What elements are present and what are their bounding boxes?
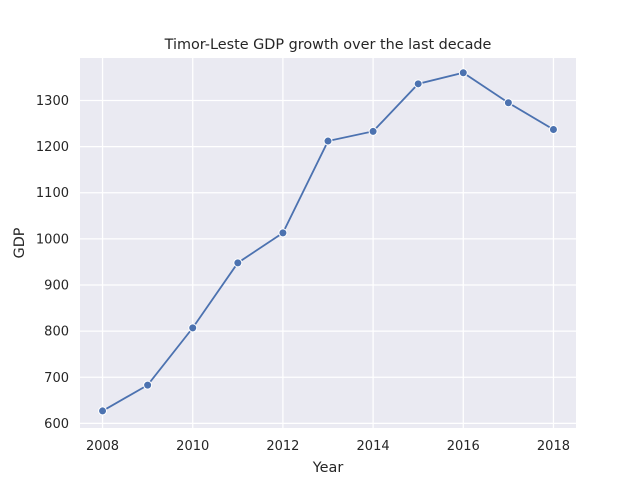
y-tick-label: 600 bbox=[44, 417, 69, 432]
x-axis-label: Year bbox=[312, 460, 344, 476]
y-tick-label: 1000 bbox=[36, 232, 69, 247]
data-point bbox=[188, 323, 198, 333]
x-tick-label: 2012 bbox=[266, 439, 299, 454]
x-tick-label: 2008 bbox=[86, 439, 119, 454]
x-tick-labels: 2008 2010 2012 2014 2016 2018 bbox=[86, 439, 570, 454]
x-tick-label: 2010 bbox=[176, 439, 209, 454]
y-tick-label: 1200 bbox=[36, 140, 69, 155]
series-layer bbox=[98, 68, 558, 416]
data-point bbox=[323, 136, 333, 146]
data-point bbox=[548, 125, 558, 135]
data-point bbox=[458, 68, 468, 78]
x-tick-label: 2016 bbox=[447, 439, 480, 454]
data-point bbox=[278, 228, 288, 238]
y-axis-label: GDP bbox=[12, 227, 28, 258]
chart-title: Timor-Leste GDP growth over the last dec… bbox=[164, 37, 492, 53]
grid-lines bbox=[80, 58, 576, 428]
y-tick-label: 700 bbox=[44, 371, 69, 386]
data-point bbox=[413, 79, 423, 89]
data-point bbox=[233, 258, 243, 268]
data-point bbox=[98, 406, 108, 416]
y-tick-labels: 600 700 800 900 1000 1100 1200 1300 bbox=[36, 94, 69, 432]
x-tick-label: 2018 bbox=[537, 439, 570, 454]
x-tick-label: 2014 bbox=[357, 439, 390, 454]
y-tick-label: 900 bbox=[44, 278, 69, 293]
data-point bbox=[368, 126, 378, 136]
y-tick-label: 1300 bbox=[36, 94, 69, 109]
y-tick-label: 800 bbox=[44, 325, 69, 340]
plot-area bbox=[80, 58, 576, 428]
data-point bbox=[503, 98, 513, 108]
data-point bbox=[143, 380, 153, 390]
y-tick-label: 1100 bbox=[36, 186, 69, 201]
